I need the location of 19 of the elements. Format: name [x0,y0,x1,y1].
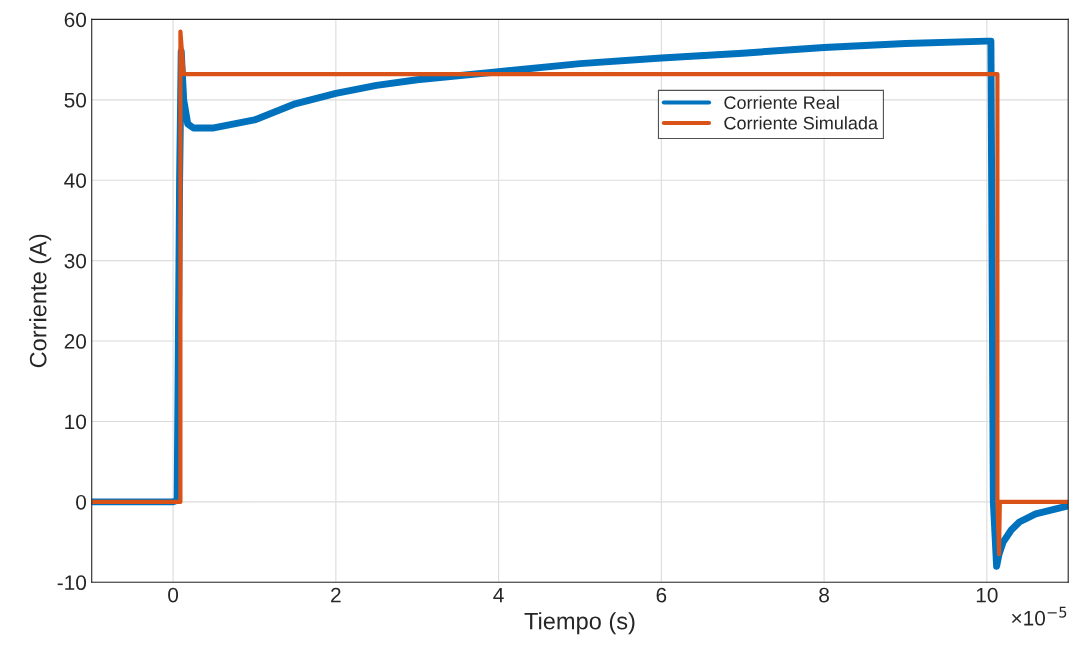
y-tick-label: 60 [64,12,87,28]
y-tick-label: 0 [76,494,87,510]
y-tick-label: 10 [65,414,87,430]
x-tick-label: 8 [819,587,829,603]
y-axis-title: Corriente (A) [29,234,52,368]
x-tick-label: 0 [168,587,179,603]
x-tick-label: 2 [331,587,341,603]
y-tick-label: -10 [57,575,87,591]
legend-label: Corriente Real [724,95,839,110]
text: ×10$^{−5}$ [1011,606,1067,626]
x-tick-label: 4 [493,587,504,603]
y-tick-label: 40 [64,173,87,188]
y-tick-label: 50 [64,92,87,108]
y-tick-label: 30 [64,253,87,269]
legend-label: Corriente Simulada [724,116,878,130]
x-tick-label: 6 [656,587,667,603]
x-axis-title: Tiempo (s) [524,612,635,635]
y-tick-label: 20 [64,334,87,349]
x-tick-label: 10 [976,587,998,603]
